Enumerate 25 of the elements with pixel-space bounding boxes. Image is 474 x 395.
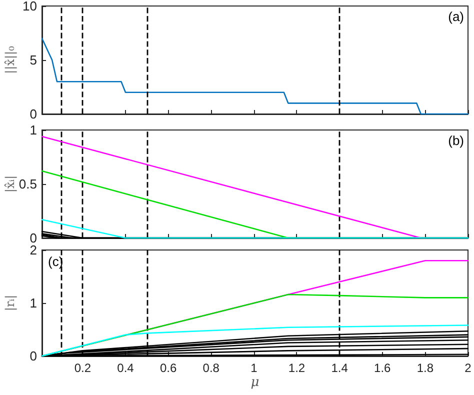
x-tick-label: 2 xyxy=(464,361,472,375)
y-axis-title: ||x̂||₀ xyxy=(3,46,17,74)
x-tick-label: 0.2 xyxy=(74,361,92,375)
x-tick-label: 0.6 xyxy=(160,361,177,375)
y-axis-title: |rᵢ| xyxy=(3,294,17,312)
x-tick-label: 0.4 xyxy=(117,361,134,375)
x-tick-label: 1.8 xyxy=(416,361,434,375)
y-axis-title: |x̂ᵢ| xyxy=(3,175,17,193)
y-tick-label: 1 xyxy=(30,296,37,310)
y-tick-label: 0 xyxy=(30,348,37,364)
x-tick-label: 0.8 xyxy=(202,361,220,375)
x-axis-title: μ xyxy=(250,375,260,390)
y-tick-label: 0.5 xyxy=(18,176,37,192)
x-tick-label: 1.4 xyxy=(331,361,348,375)
x-tick-label: 1 xyxy=(250,361,258,375)
annotation: (a) xyxy=(448,9,464,24)
y-tick-label: 0 xyxy=(30,230,37,246)
y-tick-label: 0 xyxy=(30,106,37,122)
y-tick-label: 5 xyxy=(30,52,37,68)
annotation: (b) xyxy=(448,133,464,148)
y-tick-label: 1 xyxy=(30,122,37,138)
x-tick-label: 1.6 xyxy=(374,361,392,375)
x-tick-label: 1.2 xyxy=(288,361,306,375)
y-tick-label: 10 xyxy=(22,0,37,14)
y-tick-label: 2 xyxy=(30,242,37,258)
